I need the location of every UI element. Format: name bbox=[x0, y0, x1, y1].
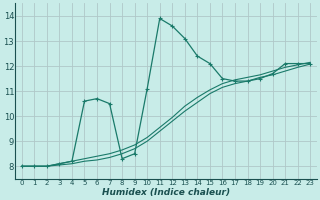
X-axis label: Humidex (Indice chaleur): Humidex (Indice chaleur) bbox=[102, 188, 230, 197]
